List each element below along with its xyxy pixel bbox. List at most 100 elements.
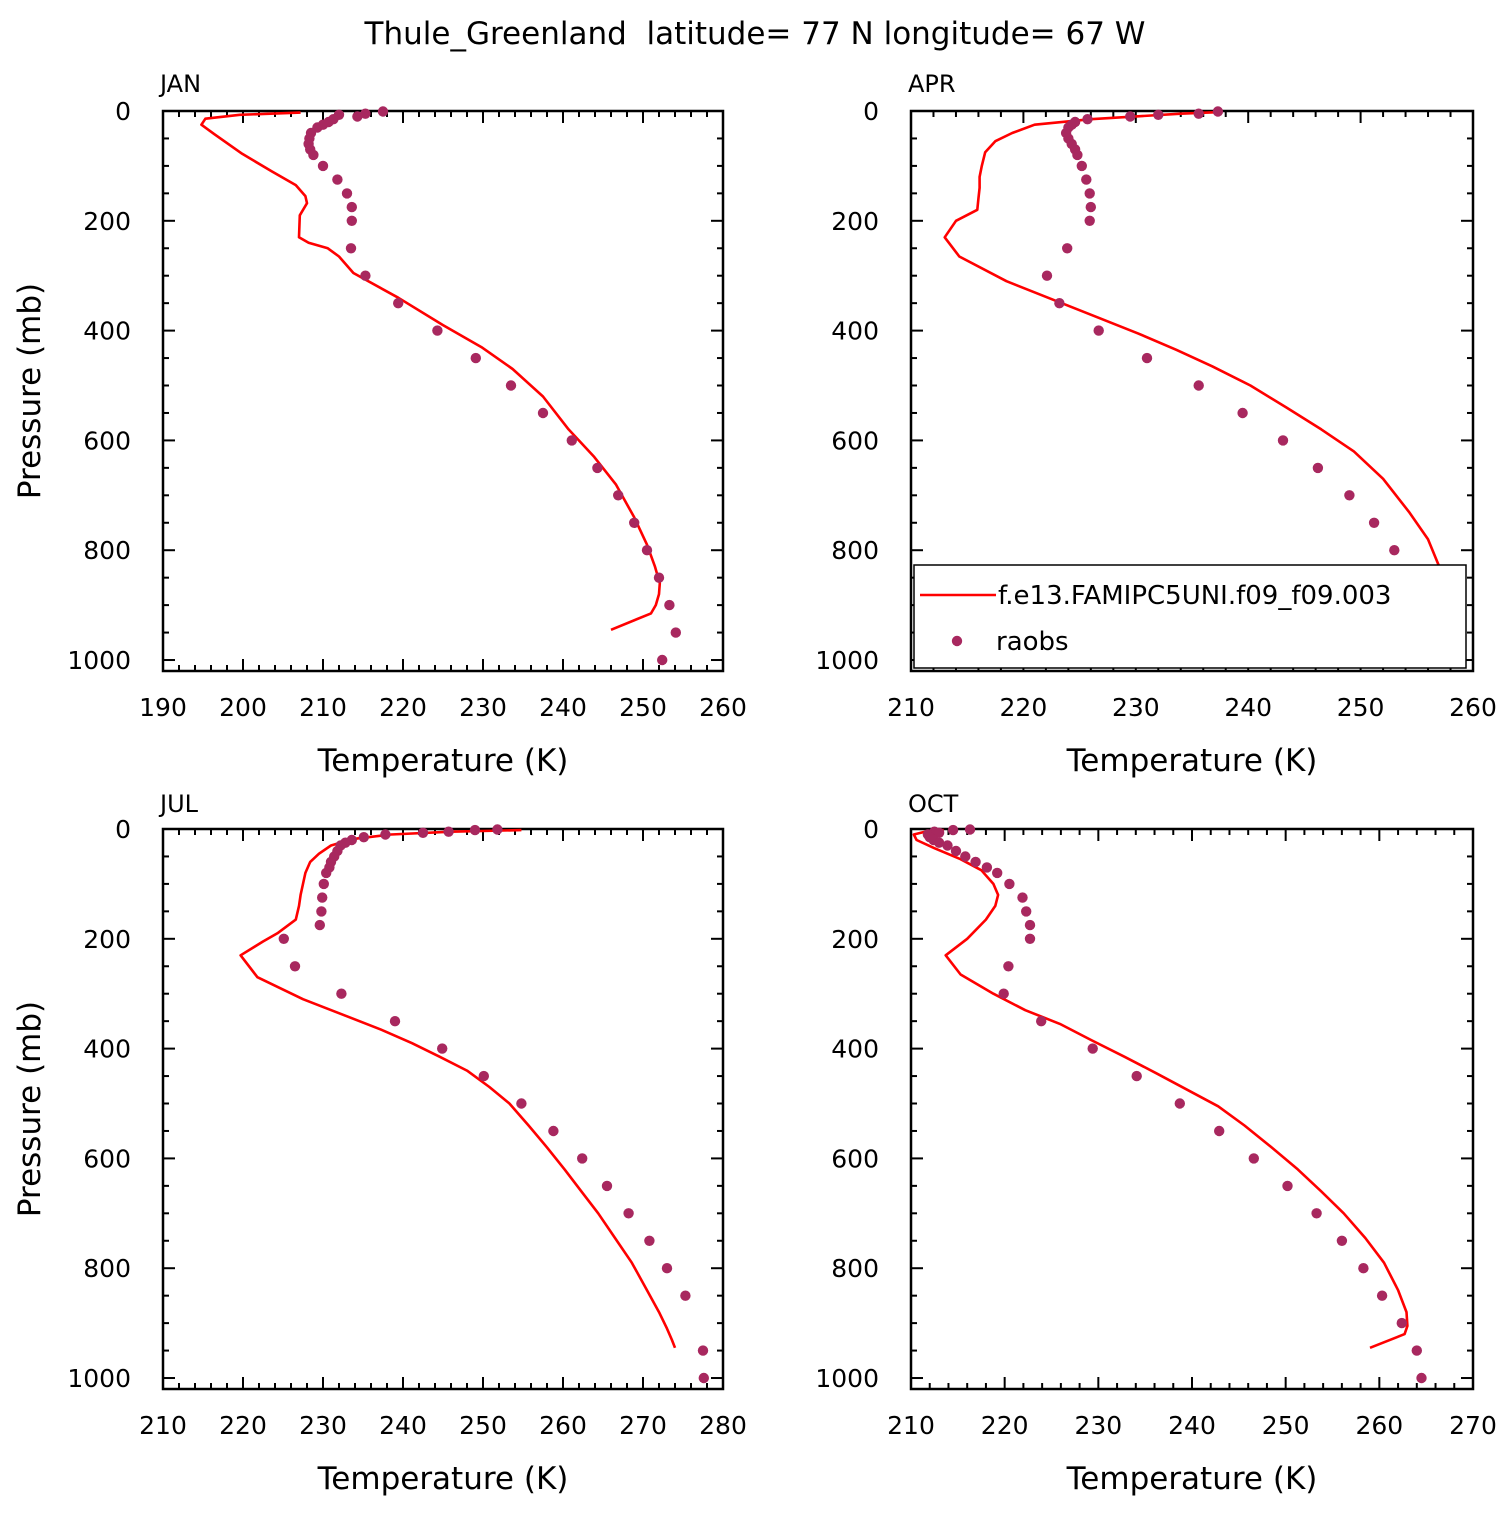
data-point-raobs bbox=[942, 840, 953, 851]
data-point-raobs bbox=[1193, 108, 1204, 119]
data-point-raobs bbox=[389, 1016, 401, 1027]
y-tick-label: 1000 bbox=[815, 1364, 879, 1393]
data-point-raobs bbox=[1416, 1372, 1427, 1384]
data-point-raobs bbox=[478, 1070, 489, 1082]
x-tick-label: 240 bbox=[1168, 1411, 1216, 1440]
y-tick-label: 600 bbox=[831, 1144, 879, 1173]
data-point-raobs bbox=[377, 106, 389, 117]
x-axis-label: Temperature (K) bbox=[317, 743, 569, 779]
x-tick-label: 230 bbox=[1112, 693, 1160, 722]
x-axis-label: Temperature (K) bbox=[317, 1461, 569, 1497]
legend-box bbox=[913, 564, 1467, 669]
data-point-raobs bbox=[1076, 160, 1088, 172]
y-axis-label: Pressure (mb) bbox=[12, 283, 48, 499]
x-tick-label: 260 bbox=[539, 1411, 587, 1440]
y-tick-label: 0 bbox=[115, 815, 131, 844]
data-point-raobs bbox=[1368, 517, 1380, 528]
data-point-raobs bbox=[1237, 407, 1248, 419]
data-point-raobs bbox=[1041, 270, 1053, 281]
data-point-raobs bbox=[1376, 1290, 1388, 1301]
panel-title: OCT bbox=[908, 790, 959, 818]
data-point-raobs bbox=[505, 380, 517, 391]
y-tick-label: 800 bbox=[83, 1254, 131, 1283]
x-tick-label: 240 bbox=[379, 1411, 427, 1440]
data-point-raobs bbox=[947, 824, 959, 836]
y-axis: 0 200 400 600 800 1000 Pressure (mb) bbox=[12, 97, 723, 675]
data-point-raobs bbox=[1141, 352, 1153, 364]
series-raobs bbox=[922, 824, 1427, 1384]
data-point-raobs bbox=[314, 919, 325, 931]
y-tick-label: 600 bbox=[83, 1144, 131, 1173]
panel-jul: JUL 210 220 230 240 250 260 270 280 Temperature (… bbox=[12, 790, 747, 1497]
x-tick-label: 220 bbox=[219, 1411, 267, 1440]
x-tick-label: 250 bbox=[459, 1411, 507, 1440]
data-point-raobs bbox=[1081, 174, 1092, 185]
x-tick-label: 230 bbox=[1074, 1411, 1122, 1440]
y-tick-label: 200 bbox=[83, 207, 131, 236]
data-point-raobs bbox=[1193, 380, 1204, 391]
data-point-raobs bbox=[998, 988, 1009, 999]
data-point-raobs bbox=[1389, 545, 1400, 556]
data-point-raobs bbox=[346, 215, 357, 226]
x-tick-label: 260 bbox=[699, 693, 747, 722]
data-point-raobs bbox=[1411, 1345, 1423, 1356]
x-tick-label: 210 bbox=[139, 1411, 187, 1440]
x-tick-label: 210 bbox=[299, 693, 347, 722]
data-point-raobs bbox=[537, 407, 549, 419]
data-point-raobs bbox=[437, 1043, 448, 1054]
data-point-raobs bbox=[1248, 1153, 1260, 1164]
data-point-raobs bbox=[317, 892, 328, 903]
data-point-raobs bbox=[432, 325, 443, 336]
x-tick-label: 270 bbox=[1449, 1411, 1497, 1440]
data-point-raobs bbox=[1344, 490, 1355, 501]
legend-marker-swatch bbox=[951, 635, 963, 647]
y-axis-label: Pressure (mb) bbox=[12, 1001, 48, 1217]
data-point-raobs bbox=[964, 824, 976, 835]
x-tick-label: 190 bbox=[139, 693, 187, 722]
data-point-raobs bbox=[341, 188, 353, 199]
data-point-raobs bbox=[332, 174, 343, 185]
data-point-raobs bbox=[360, 108, 371, 119]
x-tick-label: 220 bbox=[1000, 693, 1048, 722]
x-tick-label: 210 bbox=[887, 1411, 935, 1440]
x-tick-label: 200 bbox=[219, 693, 267, 722]
data-point-raobs bbox=[1004, 878, 1015, 890]
data-point-raobs bbox=[1003, 961, 1014, 972]
y-tick-label: 1000 bbox=[67, 646, 131, 675]
data-point-raobs bbox=[1054, 298, 1065, 309]
data-point-raobs bbox=[492, 824, 503, 835]
data-point-raobs bbox=[1153, 109, 1164, 121]
y-tick-label: 400 bbox=[831, 317, 879, 346]
data-point-raobs bbox=[1085, 201, 1097, 213]
data-point-raobs bbox=[933, 827, 945, 838]
data-point-raobs bbox=[601, 1180, 613, 1192]
data-point-raobs bbox=[308, 149, 319, 161]
data-point-raobs bbox=[1084, 188, 1095, 199]
data-point-raobs bbox=[1087, 1043, 1098, 1054]
data-point-raobs bbox=[1212, 106, 1224, 117]
y-tick-label: 400 bbox=[83, 1035, 131, 1064]
data-point-raobs bbox=[1072, 149, 1083, 161]
data-point-raobs bbox=[992, 867, 1003, 879]
data-point-raobs bbox=[970, 856, 981, 868]
y-tick-label: 0 bbox=[863, 815, 879, 844]
y-tick-label: 200 bbox=[831, 925, 879, 954]
plot-frame bbox=[161, 827, 725, 1391]
data-point-raobs bbox=[548, 1125, 559, 1137]
data-point-raobs bbox=[336, 988, 347, 999]
y-tick-label: 200 bbox=[83, 925, 131, 954]
data-point-raobs bbox=[950, 845, 962, 857]
data-point-raobs bbox=[670, 627, 681, 638]
panel-title: JAN bbox=[158, 70, 201, 98]
data-point-raobs bbox=[644, 1235, 655, 1247]
data-point-raobs bbox=[1082, 114, 1093, 125]
data-point-raobs bbox=[1214, 1125, 1225, 1137]
data-point-raobs bbox=[960, 851, 971, 862]
data-point-raobs bbox=[1336, 1235, 1348, 1247]
data-point-raobs bbox=[981, 862, 993, 873]
data-point-raobs bbox=[664, 599, 675, 611]
x-tick-label: 230 bbox=[299, 1411, 347, 1440]
